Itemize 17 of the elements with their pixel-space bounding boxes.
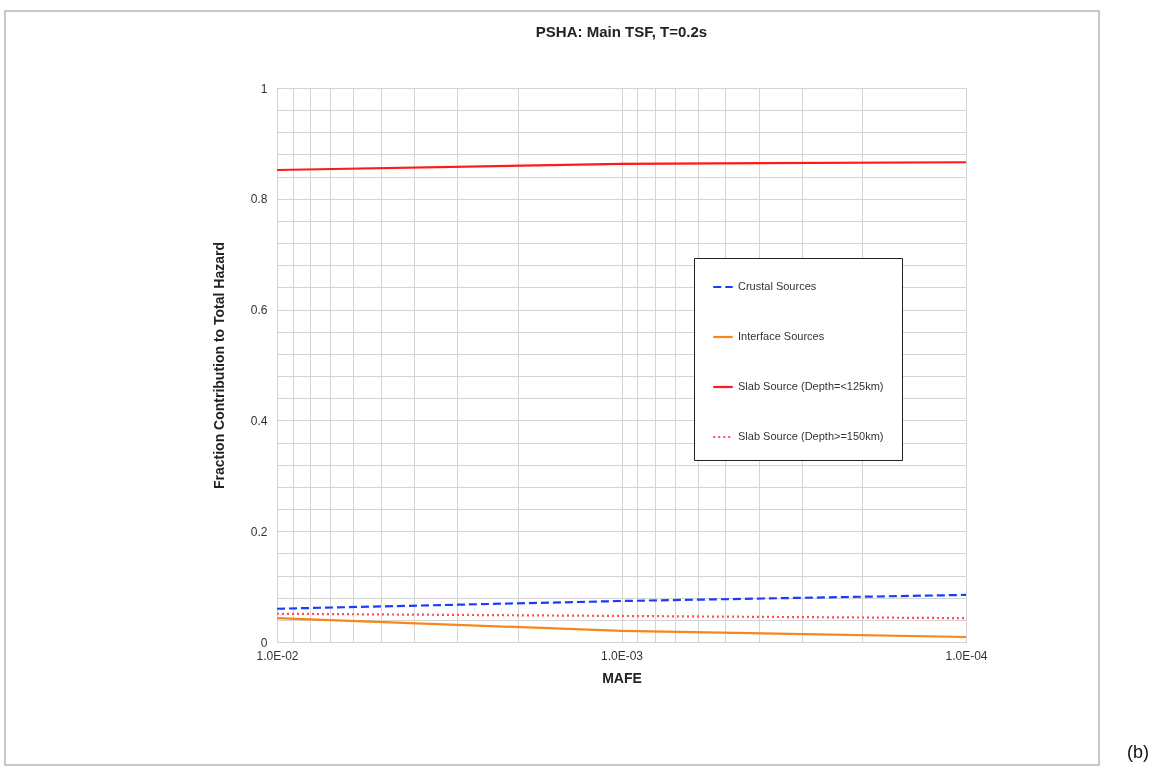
x-tick-label: 1.0E-03: [600, 648, 644, 663]
legend-label: Slab Source (Depth=<125km): [738, 380, 884, 392]
text: (b): [1127, 742, 1149, 762]
y-tick-label: 0: [260, 635, 268, 650]
y-axis-title: Fraction Contribution to Total Hazard: [210, 241, 227, 490]
y-tick-label: 0.4: [250, 413, 268, 428]
legend-label: Slab Source (Depth>=150km): [738, 430, 884, 442]
x-tick-label: 1.0E-02: [256, 648, 299, 663]
y-tick-label: 0.2: [250, 524, 268, 539]
x-axis-title: MAFE: [602, 669, 642, 686]
legend-label: Interface Sources: [738, 330, 825, 342]
legend-label: Crustal Sources: [738, 280, 817, 292]
y-tick-label: 0.6: [250, 303, 268, 318]
chart-title: PSHA: Main TSF, T=0.2s: [535, 23, 708, 40]
y-tick-label: 1: [260, 81, 268, 96]
y-tick-label: 0.8: [250, 192, 268, 207]
x-tick-label: 1.0E-04: [945, 648, 988, 663]
